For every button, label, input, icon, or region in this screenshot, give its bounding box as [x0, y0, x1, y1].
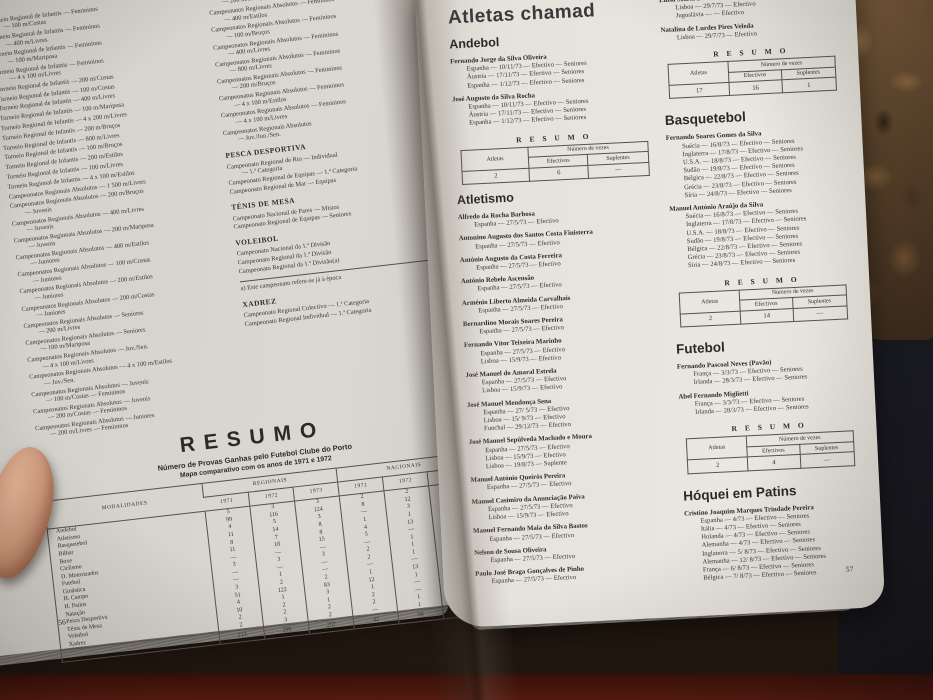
mini-value-efectivos: 16	[728, 80, 783, 96]
mini-value-suplentes: —	[588, 162, 650, 179]
mini-header-atletas: Atletas	[679, 289, 741, 314]
resumo-section: RESUMO Número de Provas Ganhas pelo Fute…	[38, 400, 503, 664]
athlete-entry: Cristino Joaquim Marques Trindade Pereir…	[684, 501, 866, 583]
resumo-mini-table: Atletas Número de vezes Efectivos Suplen…	[667, 55, 837, 100]
section-title-atletismo: Atletismo	[456, 190, 515, 208]
athlete-entry: José Manuel Mendonça Sena Espanha — 27/ …	[467, 392, 668, 435]
section-title-hoquei: Hóquei em Patins	[682, 482, 797, 504]
resumo-mini-andebol: R E S U M O Atletas Número de vezes Efec…	[454, 128, 656, 186]
left-page-columns: Torneio Regional de Infantis — Femininos…	[0, 0, 478, 443]
page-title: Atletas chamad	[447, 0, 596, 29]
mini-value-atletas: 2	[687, 457, 748, 474]
athlete-entry: José Manuel Sepúlveda Machado e Moura Es…	[469, 430, 670, 473]
resumo-mini-futebol: R E S U M O Atletas Número de vezes Efec…	[680, 418, 860, 474]
athlete-entry: José Augusto da Silva Rocha Espanha — 10…	[452, 86, 653, 129]
mini-value-efectivos: 6	[529, 165, 589, 182]
resumo-mini-table: Atletas Número de vezes Efectivos Suplen…	[685, 430, 855, 474]
page-number-right: 57	[845, 564, 854, 574]
page-number-left: 56	[57, 617, 67, 628]
athlete-entry: Fernando Pascoal Neves (Pavão) França — …	[677, 355, 856, 388]
athlete-entry: Paulo José Braga Gonçalves de Pinho Espa…	[475, 561, 675, 587]
mini-value-suplentes: 1	[781, 77, 837, 94]
mini-header-atletas: Atletas	[668, 61, 729, 86]
swimming-events-column-1: Torneio Regional de Infantis — Femininos…	[0, 0, 243, 443]
mini-value-atletas: 17	[669, 82, 730, 99]
athlete-entry: Fernando Vítor Teixeira Marinho Espanha …	[464, 333, 665, 367]
right-page: Atletas chamad Andebol Fernando Jorge da…	[414, 0, 886, 629]
resumo-mini-table: Atletas Número de vezes Efectivos Suplen…	[460, 140, 650, 186]
resumo-mini-basquetebol: R E S U M O Atletas Número de vezes Efec…	[673, 272, 853, 328]
right-page-columns: Atletas chamad Andebol Fernando Jorge da…	[447, 0, 865, 599]
athlete-entry: Natalina de Lurdes Pires Veleda Lisboa —…	[660, 18, 839, 43]
mini-value-efectivos: 4	[747, 454, 801, 471]
section-title-basquetebol: Basquetebol	[664, 109, 747, 129]
table-edge-strip	[0, 674, 933, 700]
resumo-mini-table: Atletas Número de vezes Efectivos Suplen…	[678, 284, 848, 328]
mini-value-suplentes: —	[792, 305, 848, 322]
mini-value-efectivos: 14	[740, 308, 794, 325]
athlete-entry: Fernando Soares Gomes da Silva Suécia — …	[666, 127, 847, 201]
right-page-column-1: Atletas chamad Andebol Fernando Jorge da…	[447, 0, 675, 599]
athlete-entry: Manuel Casimiro da Anunciação Paiva Espa…	[471, 489, 672, 523]
athlete-entry: Abel Fernando Miglietti França — 3/3/73 …	[678, 385, 857, 418]
mini-value-atletas: 2	[461, 168, 530, 185]
section-title-andebol: Andebol	[448, 35, 500, 52]
athlete-entry: Manuel António Araújo da Silva Suécia — …	[669, 197, 850, 271]
resumo-mini-atletismo: R E S U M O Atletas Número de vezes Efec…	[662, 43, 842, 100]
section-title-futebol: Futebol	[675, 339, 726, 357]
mini-value-suplentes: —	[799, 452, 855, 468]
athlete-entry: José Manuel do Amaral Estrela Espanha — …	[465, 362, 666, 396]
mini-value-atletas: 2	[680, 310, 741, 328]
athlete-entry: Fernando Jorge da Silva Oliveira Espanha…	[450, 49, 651, 92]
mini-header-atletas: Atletas	[686, 436, 748, 461]
right-page-column-2: Luísa Maria Dias de Sousa Lisboa — 29/7/…	[659, 0, 866, 589]
